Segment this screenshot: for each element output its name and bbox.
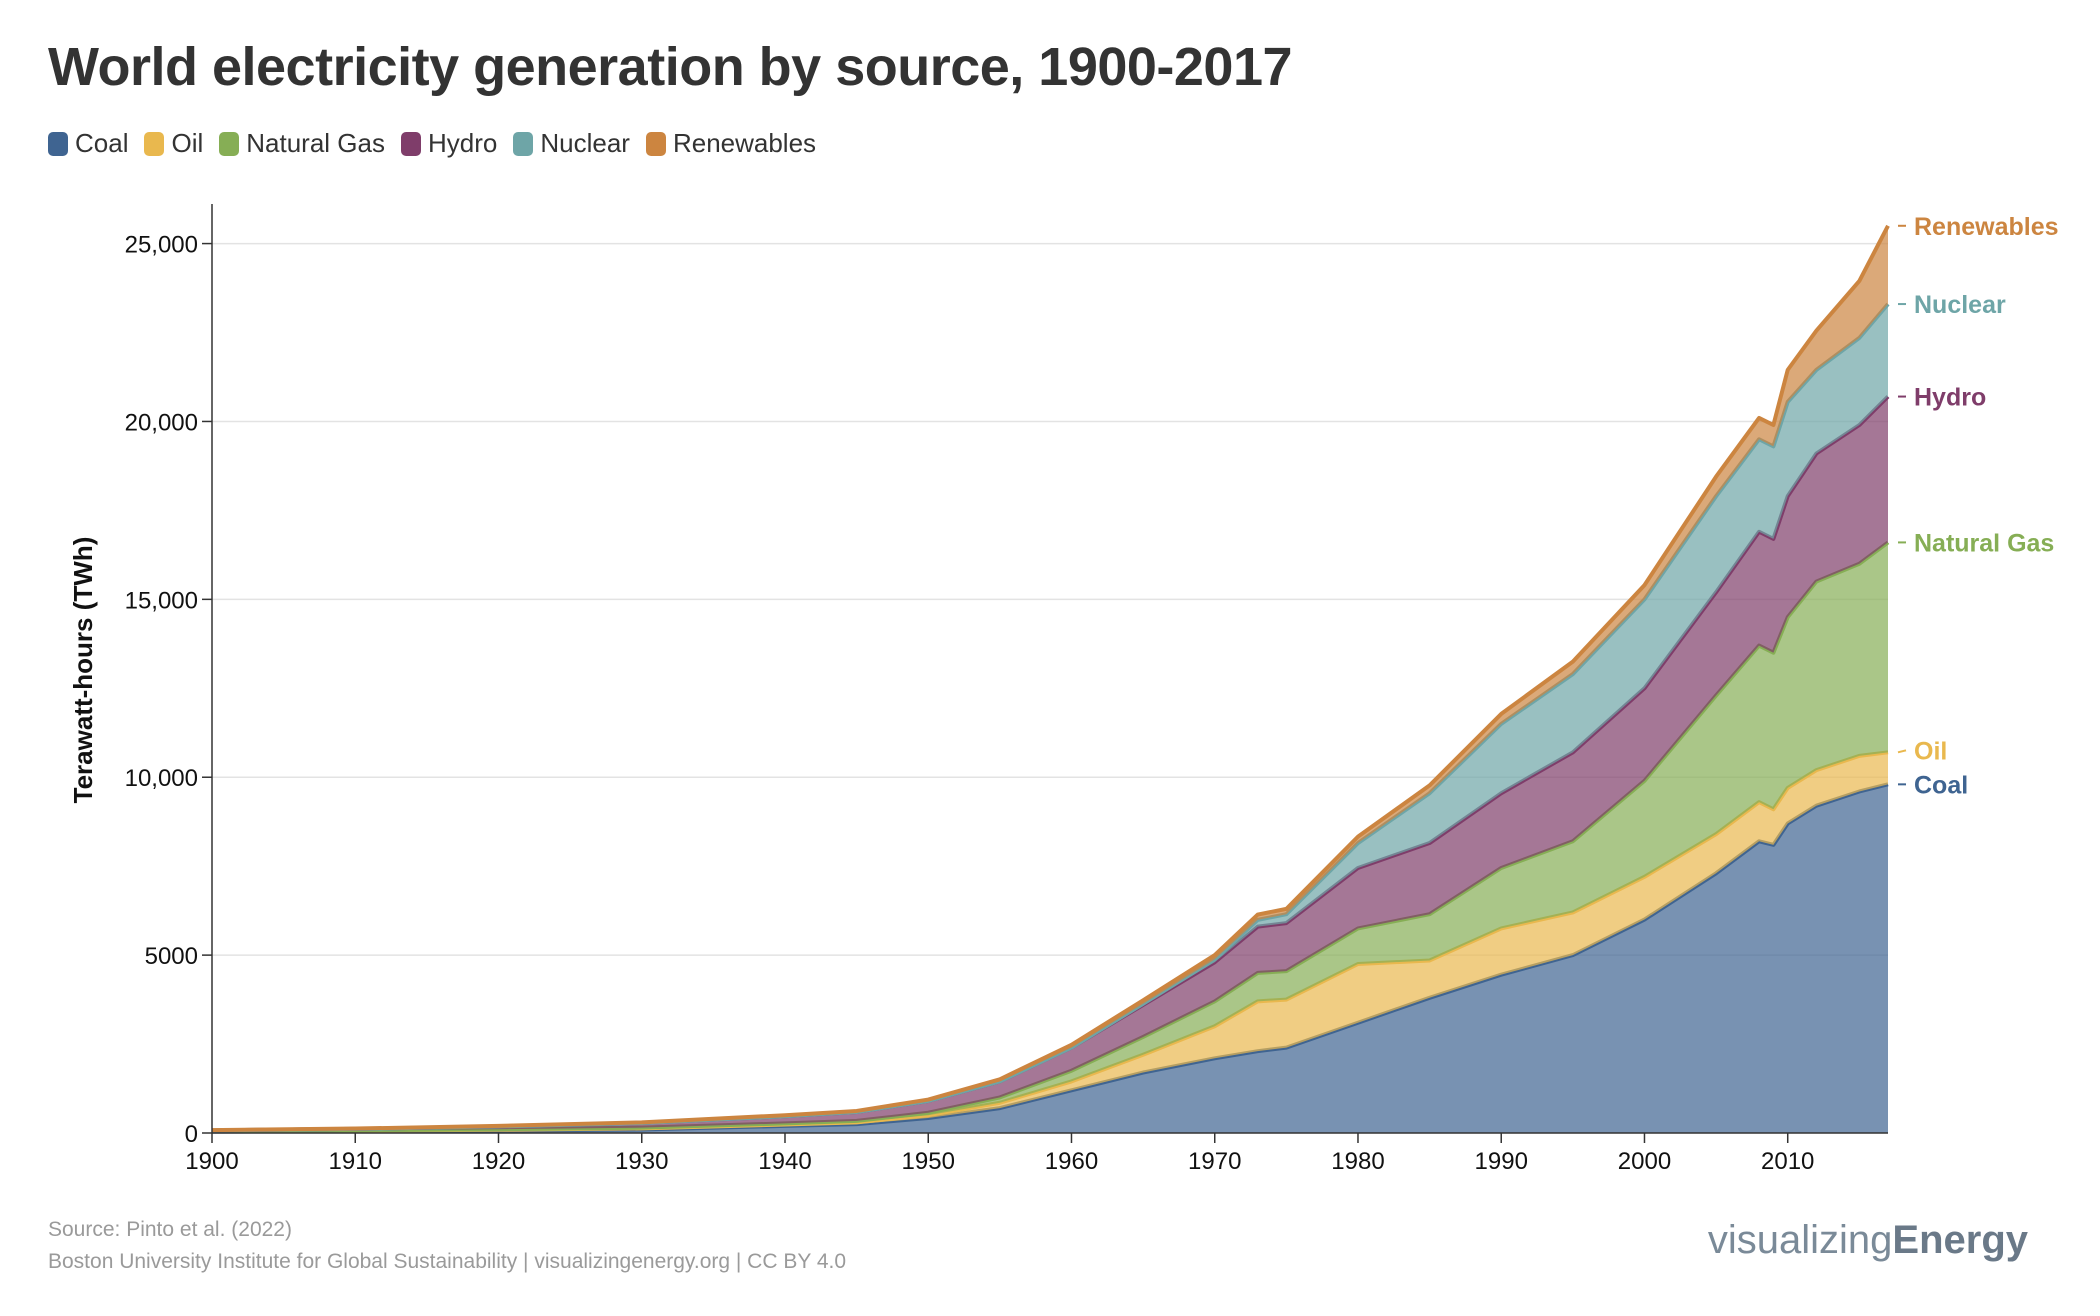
brand-light: visualizing — [1707, 1218, 1893, 1262]
legend-item-natural-gas: Natural Gas — [219, 128, 385, 159]
y-tick-label: 20,000 — [125, 409, 198, 436]
area-oil — [212, 752, 1888, 1132]
x-tick-label: 1960 — [1045, 1148, 1098, 1175]
y-tick-label: 10,000 — [125, 765, 198, 792]
legend-swatch — [219, 131, 240, 156]
x-tick-label: 1940 — [758, 1148, 811, 1175]
y-tick-label: 5000 — [145, 943, 198, 970]
legend: Coal Oil Natural Gas Hydro Nuclear Renewables — [48, 128, 832, 159]
x-tick-label: 2000 — [1618, 1148, 1671, 1175]
x-tick-label: 1950 — [902, 1148, 955, 1175]
brand-bold: Energy — [1892, 1218, 2028, 1262]
x-tick-labels: 1900 1910 1920 1930 1940 1950 1960 1970 1980 1990… — [185, 1133, 1814, 1175]
end-label-leader — [1897, 749, 1907, 754]
legend-label: Coal — [75, 128, 129, 158]
legend-swatch — [144, 131, 165, 156]
area-coal — [212, 784, 1888, 1133]
y-axis-label: Terawatt-hours (TWh) — [68, 537, 98, 804]
legend-swatch — [401, 131, 421, 156]
line-renewables — [211, 224, 1890, 1133]
area-layers — [211, 224, 1890, 1134]
legend-item-renewables: Renewables — [645, 128, 817, 159]
end-label-coal: Coal — [1914, 771, 1968, 799]
legend-item-coal: Coal — [48, 128, 128, 159]
legend-item-oil: Oil — [144, 128, 203, 159]
end-label-hydro: Hydro — [1914, 384, 1986, 412]
end-label-oil: Oil — [1914, 737, 1947, 765]
x-tick-label: 1970 — [1188, 1148, 1241, 1175]
end-label-nuclear: Nuclear — [1914, 291, 2006, 319]
x-tick-label: 2010 — [1761, 1148, 1814, 1175]
legend-label: Natural Gas — [246, 128, 385, 158]
legend-item-nuclear: Nuclear — [513, 128, 630, 159]
attribution-note: Boston University Institute for Global S… — [48, 1250, 847, 1273]
legend-label: Nuclear — [540, 128, 630, 158]
end-label-renewables: Renewables — [1914, 213, 2059, 241]
x-tick-label: 1990 — [1475, 1148, 1528, 1175]
y-tick-label: 0 — [185, 1121, 198, 1148]
x-tick-label: 1910 — [329, 1148, 382, 1175]
legend-swatch — [645, 131, 666, 156]
brand-logo: visualizingEnergy — [1708, 1218, 2028, 1263]
chart-title: World electricity generation by source, … — [48, 37, 1293, 97]
legend-item-hydro: Hydro — [401, 128, 497, 159]
x-tick-label: 1900 — [185, 1148, 238, 1175]
legend-label: Oil — [171, 128, 204, 158]
legend-swatch — [513, 131, 534, 156]
y-tick-labels: 0 5000 10,000 15,000 20,000 25,000 — [125, 232, 198, 1148]
y-tick-label: 15,000 — [125, 587, 198, 614]
axes — [211, 204, 1888, 1134]
area-nuclear — [212, 304, 1888, 1131]
x-tick-label: 1930 — [615, 1148, 668, 1175]
legend-label: Renewables — [672, 128, 817, 158]
source-note: Source: Pinto et al. (2022) — [48, 1218, 292, 1241]
series-end-labels: Coal Oil Natural Gas Hydro Nuclear Renewables — [1897, 213, 2059, 799]
x-tick-label: 1920 — [472, 1148, 525, 1175]
legend-label: Hydro — [428, 128, 498, 158]
x-tick-label: 1980 — [1331, 1148, 1384, 1175]
y-tick-label: 25,000 — [125, 232, 198, 259]
legend-swatch — [48, 131, 68, 156]
end-label-natural-gas: Natural Gas — [1914, 529, 2054, 557]
